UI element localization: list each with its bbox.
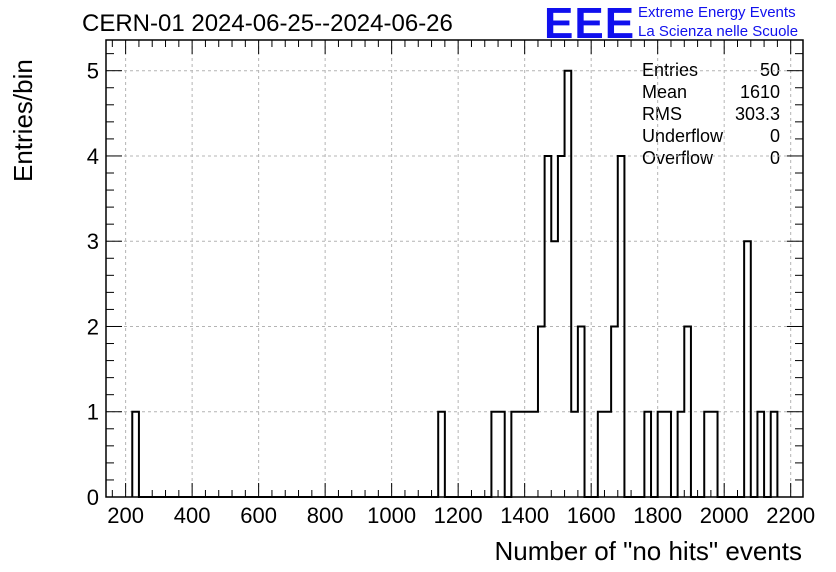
histogram-bin <box>611 326 618 497</box>
stats-row-overflow: Overflow 0 <box>642 148 780 168</box>
histogram-bin <box>644 412 651 497</box>
histogram-bin <box>704 412 711 497</box>
x-tick-label: 600 <box>240 503 277 528</box>
x-tick-label: 800 <box>307 503 344 528</box>
x-tick-label: 1400 <box>500 503 549 528</box>
stats-box: Entries 50 Mean 1610 RMS 303.3 Underflow 0 O… <box>642 59 780 169</box>
histogram-bin <box>664 412 671 497</box>
histogram-bin <box>511 412 518 497</box>
stats-row-entries: Entries 50 <box>642 60 780 80</box>
histogram-bin <box>538 326 545 497</box>
stats-row-rms: RMS 303.3 <box>642 104 780 124</box>
plot-frame <box>105 39 804 498</box>
histogram-bin <box>771 412 778 497</box>
y-tick-label: 0 <box>87 485 99 510</box>
y-tick-label: 1 <box>87 400 99 425</box>
logo-line-1: Extreme Energy Events <box>638 4 796 21</box>
histogram-bin <box>711 412 718 497</box>
histogram-bin <box>498 412 505 497</box>
histogram-bin <box>545 156 552 497</box>
stats-row-mean: Mean 1610 <box>642 82 780 102</box>
logo-line-2: La Scienza nelle Scuole <box>638 23 799 40</box>
histogram-bin <box>658 412 665 497</box>
histogram-bin <box>744 241 751 497</box>
x-tick-label: 1000 <box>367 503 416 528</box>
eee-logo-mark: EEE <box>544 0 636 48</box>
y-tick-label: 4 <box>87 144 99 169</box>
histogram-bin <box>518 412 525 497</box>
histogram-bin <box>491 412 498 497</box>
histogram-bin <box>604 412 611 497</box>
y-tick-label: 2 <box>87 314 99 339</box>
histogram-bin <box>571 412 578 497</box>
histogram-bin <box>438 412 445 497</box>
x-tick-label: 1800 <box>633 503 682 528</box>
histogram-bin <box>525 412 532 497</box>
histogram-bin <box>578 326 585 497</box>
x-tick-label: 1200 <box>434 503 483 528</box>
stats-row-underflow: Underflow 0 <box>642 126 780 146</box>
y-tick-label: 3 <box>87 229 99 254</box>
x-tick-label: 2200 <box>766 503 815 528</box>
y-tick-label: 5 <box>87 59 99 84</box>
eee-logo-text: Extreme Energy Events La Scienza nelle S… <box>638 3 798 41</box>
histogram-bin <box>132 412 139 497</box>
histogram-bin <box>558 156 565 497</box>
histogram-bin <box>565 71 572 497</box>
x-tick-label: 1600 <box>567 503 616 528</box>
x-tick-label: 200 <box>107 503 144 528</box>
histogram-bin <box>684 326 691 497</box>
chart-title: CERN-01 2024-06-25--2024-06-26 <box>82 10 453 37</box>
histogram-bin <box>598 412 605 497</box>
histogram-bin <box>678 412 685 497</box>
histogram-bin <box>618 156 625 497</box>
histogram-bin <box>531 412 538 497</box>
histogram-bin <box>757 412 764 497</box>
histogram-bin <box>551 241 558 497</box>
x-tick-label: 400 <box>174 503 211 528</box>
x-tick-label: 2000 <box>700 503 749 528</box>
x-axis-label: Number of "no hits" events <box>494 536 803 566</box>
